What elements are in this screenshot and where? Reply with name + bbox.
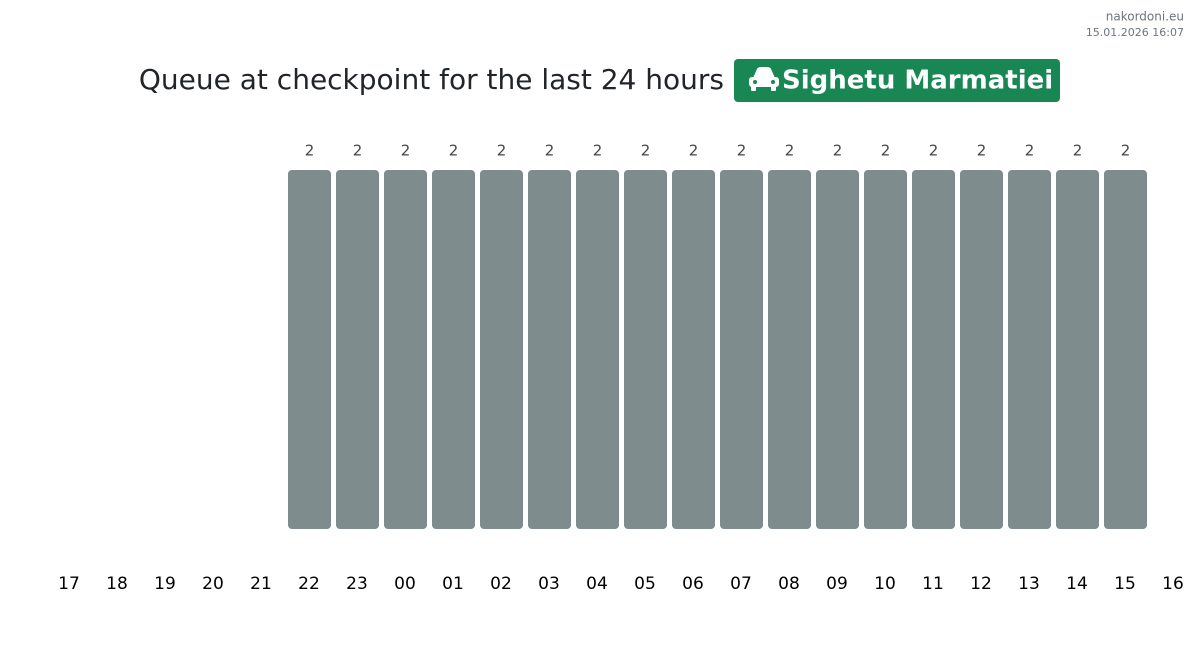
value-label: 2 (785, 142, 795, 160)
value-label: 2 (593, 142, 603, 160)
x-tick-label: 15 (1114, 574, 1136, 594)
x-tick-label: 03 (538, 574, 560, 594)
x-tick-label: 06 (682, 574, 704, 594)
x-tick-label: 20 (202, 574, 224, 594)
x-tick-label: 07 (730, 574, 752, 594)
value-label: 2 (545, 142, 555, 160)
value-label: 2 (353, 142, 363, 160)
x-tick-label: 02 (490, 574, 512, 594)
bar (288, 170, 331, 529)
value-label: 2 (497, 142, 507, 160)
bar (480, 170, 523, 529)
bar (864, 170, 907, 529)
x-tick-label: 01 (442, 574, 464, 594)
x-tick-label: 22 (298, 574, 320, 594)
bar (384, 170, 427, 529)
value-label: 2 (689, 142, 699, 160)
value-label: 2 (1025, 142, 1035, 160)
value-label: 2 (305, 142, 315, 160)
value-label: 2 (401, 142, 411, 160)
bar (336, 170, 379, 529)
x-tick-label: 14 (1066, 574, 1088, 594)
site: nakordoni.eu (1106, 10, 1184, 24)
x-tick-label: 11 (922, 574, 944, 594)
value-label: 2 (1121, 142, 1131, 160)
value-label: 2 (881, 142, 891, 160)
x-tick-label: 09 (826, 574, 848, 594)
x-tick-label: 17 (58, 574, 80, 594)
bar (768, 170, 811, 529)
value-label: 2 (929, 142, 939, 160)
x-tick-label: 23 (346, 574, 368, 594)
x-tick-label: 21 (250, 574, 272, 594)
bar (816, 170, 859, 529)
x-tick-label: 12 (970, 574, 992, 594)
x-tick-label: 16 (1162, 574, 1184, 594)
x-tick-label: 04 (586, 574, 608, 594)
x-tick-label: 10 (874, 574, 896, 594)
x-tick-label: 18 (106, 574, 128, 594)
value-label: 2 (449, 142, 459, 160)
checkpoint-name: Sighetu Marmatiei (782, 66, 1053, 96)
value-label: 2 (833, 142, 843, 160)
timestamp: 15.01.2026 16:07 (1086, 26, 1184, 39)
bar (432, 170, 475, 529)
checkpoint-badge (734, 59, 1060, 102)
x-tick-label: 19 (154, 574, 176, 594)
value-label: 2 (1073, 142, 1083, 160)
value-label: 2 (977, 142, 987, 160)
bar (720, 170, 763, 529)
value-label: 2 (737, 142, 747, 160)
value-label: 2 (641, 142, 651, 160)
bar (1056, 170, 1099, 529)
bar (576, 170, 619, 529)
chart-title: Queue at checkpoint for the last 24 hour… (139, 63, 724, 96)
x-tick-label: 13 (1018, 574, 1040, 594)
bar (960, 170, 1003, 529)
bar (1008, 170, 1051, 529)
x-tick-label: 08 (778, 574, 800, 594)
x-tick-label: 05 (634, 574, 656, 594)
bar (528, 170, 571, 529)
bar (912, 170, 955, 529)
bar (624, 170, 667, 529)
bar (672, 170, 715, 529)
bar (1104, 170, 1147, 529)
car-icon (749, 67, 779, 91)
x-tick-label: 00 (394, 574, 416, 594)
